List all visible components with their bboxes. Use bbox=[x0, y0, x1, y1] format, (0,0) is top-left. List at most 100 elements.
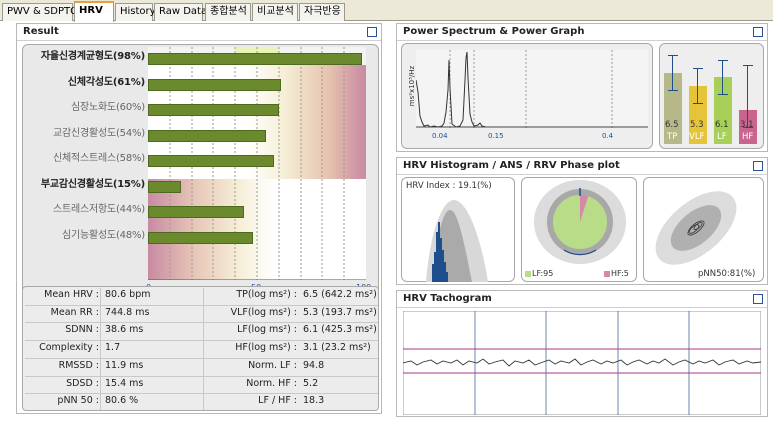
stats-left-label: SDSD : bbox=[66, 378, 99, 389]
power-bar-name: VLF bbox=[689, 132, 705, 142]
tab-bar: PWV & SDPTG HRV History Raw Data 종합분석 비교… bbox=[0, 0, 773, 22]
power-bar-name: TP bbox=[667, 132, 678, 142]
stats-table: Mean HRV : 80.6 bpm TP(log ms²) : 6.5 (642.… bbox=[22, 286, 379, 411]
result-row-label: 부교감신경활성도(15%) bbox=[40, 178, 145, 190]
result-row-label: 자율신경계균형도(98%) bbox=[40, 51, 145, 62]
power-bar-value: 3.1 bbox=[740, 120, 754, 130]
power-title: Power Spectrum & Power Graph bbox=[403, 26, 585, 37]
maximize-icon[interactable] bbox=[753, 294, 763, 304]
histogram-title: HRV Histogram / ANS / RRV Phase plot bbox=[403, 160, 620, 171]
result-bar bbox=[148, 155, 274, 167]
stats-right-label: HF(log ms²) : bbox=[235, 342, 297, 353]
stats-left-label: RMSSD : bbox=[58, 360, 99, 371]
stats-layer: Mean HRV : 80.6 bpm TP(log ms²) : 6.5 (642.… bbox=[23, 287, 380, 412]
tab-raw-data[interactable]: Raw Data bbox=[154, 3, 207, 21]
ans-pie: LF:95 HF:5 bbox=[521, 177, 637, 282]
result-plot-area bbox=[148, 47, 366, 280]
result-row-label: 스트레스저항도(44%) bbox=[52, 204, 145, 215]
power-bar-value: 5.3 bbox=[690, 120, 704, 130]
stats-divider bbox=[25, 358, 378, 359]
stats-right-value: 94.8 bbox=[303, 360, 325, 371]
result-bar bbox=[148, 129, 266, 142]
stats-left-value: 80.6 % bbox=[105, 395, 139, 406]
stats-left-value: 38.6 ms bbox=[105, 324, 144, 335]
stats-right-value: 3.1 (23.2 ms²) bbox=[303, 342, 371, 353]
stats-left-value: 744.8 ms bbox=[105, 307, 150, 318]
tachogram-plot bbox=[403, 311, 761, 415]
stats-right-value: 6.5 (642.2 ms²) bbox=[303, 289, 377, 300]
ans-pie-plot bbox=[534, 180, 626, 264]
stats-right-label: VLF(log ms²) : bbox=[230, 307, 297, 318]
stats-left-label: Complexity : bbox=[39, 342, 99, 353]
tab-stimulus[interactable]: 자극반응 bbox=[299, 3, 345, 21]
tab-hrv[interactable]: HRV bbox=[74, 1, 114, 22]
stats-divider bbox=[25, 376, 378, 377]
power-bar-lf bbox=[714, 76, 732, 144]
spectrum-xtick-004: 0.04 bbox=[432, 132, 448, 140]
result-bar bbox=[148, 53, 362, 65]
power-error-bar bbox=[668, 55, 678, 91]
power-bar-vlf bbox=[689, 85, 707, 144]
phase-plot bbox=[655, 191, 737, 265]
rrv-phase-plot: pNN50:81(%) bbox=[643, 177, 764, 282]
stats-left-value: 11.9 ms bbox=[105, 360, 144, 371]
power-error-bar bbox=[693, 68, 703, 104]
result-chart-area: 자율신경계균형도(98%) 신체각성도(61%) 심장노화도(60%) 교감신경활성도… bbox=[22, 44, 379, 299]
stats-column-divider bbox=[100, 288, 101, 410]
result-row-label: 신체적스트레스(58%) bbox=[52, 153, 145, 164]
maximize-icon[interactable] bbox=[367, 27, 377, 37]
stats-left-label: SDNN : bbox=[65, 324, 99, 335]
tachogram-panel: HRV Tachogram bbox=[396, 290, 768, 417]
result-bar bbox=[148, 78, 281, 91]
stats-left-value: 80.6 bpm bbox=[105, 289, 151, 300]
result-bar bbox=[148, 180, 181, 193]
power-bar-value: 6.1 bbox=[715, 120, 729, 130]
hf-legend-label: HF:5 bbox=[611, 269, 629, 278]
tachogram-title: HRV Tachogram bbox=[403, 293, 492, 304]
power-bar-value: 6.5 bbox=[665, 120, 679, 130]
result-row-label: 교감신경활성도(54%) bbox=[52, 127, 145, 139]
stats-right-label: Norm. LF : bbox=[248, 360, 297, 371]
stats-right-label: LF(log ms²) : bbox=[237, 324, 297, 335]
tab-comprehensive[interactable]: 종합분석 bbox=[205, 3, 251, 21]
power-error-bar bbox=[743, 65, 753, 128]
stats-right-label: TP(log ms²) : bbox=[236, 289, 297, 300]
bars-layer bbox=[148, 47, 366, 280]
power-bar-name: LF bbox=[717, 132, 727, 142]
hrv-histogram: HRV Index : 19.1(%) bbox=[401, 177, 515, 282]
spectrum-plot bbox=[416, 50, 648, 128]
stats-left-value: 1.7 bbox=[105, 342, 121, 353]
stats-column-divider bbox=[203, 288, 204, 410]
power-graph-area: 6.5 TP 5.3 VLF 6.1 LF 3.1 HF bbox=[659, 43, 764, 149]
stats-left-label: pNN 50 : bbox=[57, 395, 99, 406]
stats-right-value: 5.2 bbox=[303, 378, 319, 389]
stats-divider bbox=[25, 322, 378, 323]
hrv-index-label: HRV Index : 19.1(%) bbox=[406, 181, 492, 191]
stats-left-label: Mean RR : bbox=[50, 307, 99, 318]
power-error-bar bbox=[718, 60, 728, 95]
stats-right-label: LF / HF : bbox=[258, 395, 297, 406]
stats-left-value: 15.4 ms bbox=[105, 378, 144, 389]
lf-legend-swatch bbox=[525, 271, 531, 277]
tab-history[interactable]: History bbox=[115, 3, 156, 21]
spectrum-xtick-04: 0.4 bbox=[602, 132, 614, 140]
result-row-label: 심기능활성도(48%) bbox=[61, 229, 145, 241]
stats-right-value: 6.1 (425.3 ms²) bbox=[303, 324, 377, 335]
histogram-plot bbox=[426, 200, 488, 282]
stats-divider bbox=[25, 305, 378, 306]
result-row-label: 신체각성도(61%) bbox=[67, 76, 145, 88]
stats-divider bbox=[25, 393, 378, 394]
result-row-label: 심장노화도(60%) bbox=[70, 102, 145, 113]
power-panel: Power Spectrum & Power Graph ms²x10³/Hz … bbox=[396, 23, 768, 152]
result-bar bbox=[148, 206, 244, 218]
result-panel: Result 자율신경계균형도(98%) 신체각성도(61%) 심장노화도(60%)… bbox=[16, 23, 382, 414]
stats-divider bbox=[25, 340, 378, 341]
tab-comparison[interactable]: 비교분석 bbox=[252, 3, 298, 21]
tab-pwv-sdptg[interactable]: PWV & SDPTG bbox=[2, 3, 78, 21]
maximize-icon[interactable] bbox=[753, 161, 763, 171]
maximize-icon[interactable] bbox=[753, 27, 763, 37]
lf-legend-label: LF:95 bbox=[532, 269, 554, 278]
power-bars-layer: 6.5 TP 5.3 VLF 6.1 LF 3.1 HF bbox=[660, 44, 765, 150]
stats-right-value: 5.3 (193.7 ms²) bbox=[303, 307, 377, 318]
result-bar bbox=[148, 104, 279, 116]
